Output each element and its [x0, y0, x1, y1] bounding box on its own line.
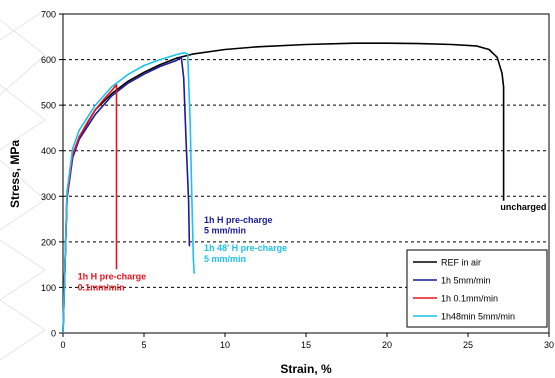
legend-label: REF in air	[441, 258, 481, 268]
y-tick-label: 0	[51, 329, 56, 339]
series-line-2	[62, 56, 191, 334]
x-tick-label: 0	[60, 340, 65, 350]
legend: REF in air 1h 5mm/min 1h 0.1mm/min 1h48min …	[406, 249, 548, 328]
y-tick-label: 400	[41, 146, 56, 156]
y-tick-label: 300	[41, 192, 56, 202]
y-tick-label: 600	[41, 55, 56, 65]
series-lines	[62, 42, 505, 334]
annotation-text: 1h 48' H pre-charge	[204, 243, 287, 253]
x-tick-label: 25	[463, 340, 473, 350]
x-tick-label: 5	[141, 340, 146, 350]
x-tick-label: 15	[301, 340, 311, 350]
y-tick-label: 700	[41, 10, 56, 20]
y-axis-label: Stress, MPa	[8, 140, 22, 208]
annotation-text: 1h H pre-charge	[78, 272, 147, 282]
y-axis-ticks: 0 100 200 300 400 500 600 700	[41, 10, 63, 339]
legend-label: 1h 5mm/min	[441, 276, 491, 286]
x-tick-label: 10	[220, 340, 230, 350]
y-tick-label: 100	[41, 283, 56, 293]
legend-box	[406, 249, 548, 328]
series-line-4	[62, 51, 195, 334]
x-axis-ticks: 0 5 10 15 20 25 30	[60, 333, 554, 350]
annotation-text: 5 mm/min	[204, 254, 246, 264]
annotation-text: 1h H pre-charge	[204, 215, 273, 225]
annotation-text: uncharged	[500, 202, 546, 212]
legend-label: 1h48min 5mm/min	[441, 312, 515, 322]
x-tick-label: 30	[544, 340, 554, 350]
background-watermark	[0, 9, 46, 361]
annotation-text: 5 mm/min	[204, 226, 246, 236]
y-tick-label: 500	[41, 101, 56, 111]
annotation-text: 0.1mm/min	[78, 283, 125, 293]
legend-label: 1h 0.1mm/min	[441, 294, 498, 304]
x-axis-label: Strain, %	[280, 362, 332, 376]
x-tick-label: 20	[382, 340, 392, 350]
y-tick-label: 200	[41, 237, 56, 247]
grid-lines	[63, 59, 549, 288]
